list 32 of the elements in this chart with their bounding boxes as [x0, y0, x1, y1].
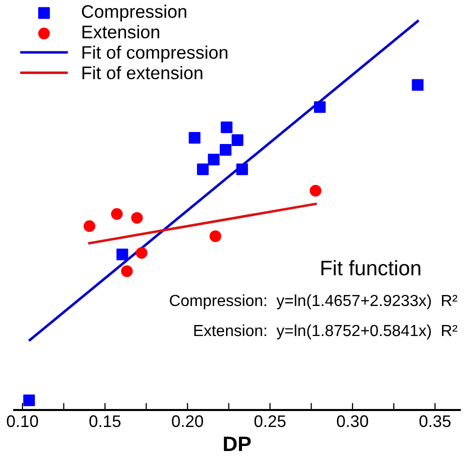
- point: [136, 247, 148, 259]
- legend-label: Extension: [82, 25, 160, 38]
- point: [121, 265, 133, 278]
- x-tick-label: 0.25: [254, 415, 286, 428]
- legend-label: Compression: [82, 4, 186, 22]
- point: [220, 121, 232, 134]
- legend-label: Fit of compression: [82, 46, 228, 62]
- annotation: Extension: y=ln(1.8752+0.5841x) R²: [194, 324, 458, 340]
- point: [188, 132, 200, 144]
- point: [220, 144, 232, 156]
- point: [111, 208, 123, 220]
- point: [196, 163, 209, 176]
- x-tick-label: 0.35: [419, 415, 451, 428]
- point: [232, 134, 244, 146]
- point: [84, 220, 96, 232]
- x-tick-label: 0.20: [172, 415, 204, 428]
- point: [131, 212, 143, 224]
- legend-label: Fit of extension: [82, 66, 202, 80]
- x-tick-label: 0.10: [6, 415, 38, 428]
- point: [208, 154, 220, 166]
- annotation: Compression: y=ln(1.4657+2.9233x) R²: [170, 294, 458, 310]
- point: [412, 79, 424, 91]
- point: [23, 394, 35, 406]
- point: [310, 184, 322, 197]
- annotation: Fit function: [321, 260, 420, 276]
- x-axis-title: DP: [224, 436, 251, 452]
- point: [236, 163, 248, 176]
- point: [116, 248, 128, 260]
- point: [314, 101, 326, 113]
- x-tick-label: 0.15: [89, 415, 121, 428]
- point: [210, 230, 222, 242]
- x-tick-label: 0.30: [336, 415, 368, 428]
